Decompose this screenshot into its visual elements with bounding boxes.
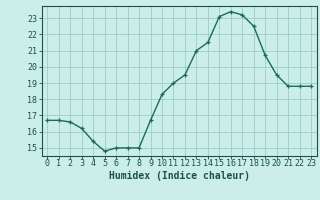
X-axis label: Humidex (Indice chaleur): Humidex (Indice chaleur)	[109, 171, 250, 181]
